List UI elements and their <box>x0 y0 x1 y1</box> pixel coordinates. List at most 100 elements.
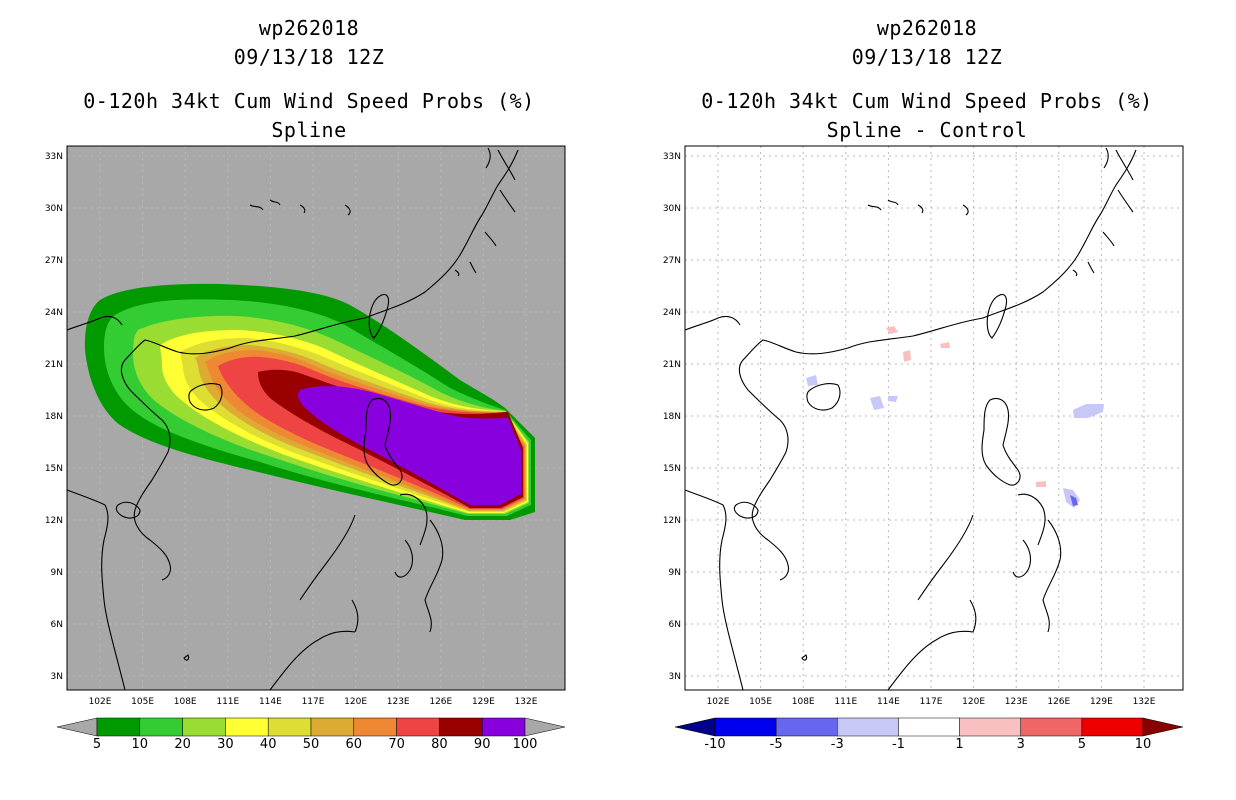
coast-china-vietnam <box>738 149 1137 581</box>
colorbar-label: -5 <box>770 737 783 752</box>
colorbar-cell <box>396 717 440 737</box>
coast-palawan <box>299 514 356 601</box>
colorbar-under-arrow <box>674 717 716 737</box>
coastlines <box>684 147 1137 691</box>
coast-small-islands <box>183 199 460 661</box>
coast-west-landmass <box>684 315 744 691</box>
colorbar: 5 10 20 30 40 50 60 70 80 90 100 <box>56 717 566 752</box>
coast-borneo <box>269 599 359 691</box>
coast-hainan <box>806 383 841 411</box>
map-gridlines <box>685 146 1183 690</box>
probability-map: 33N 30N 27N 24N 21N 18N 15N 12N 9N 6N 3N… <box>45 145 566 752</box>
coast-west-landmass <box>66 315 126 691</box>
lat-label: 9N <box>669 568 681 578</box>
lon-label: 114E <box>259 697 282 707</box>
colorbar-cell <box>837 717 899 737</box>
lat-label: 27N <box>663 256 681 266</box>
lat-label: 6N <box>669 620 681 630</box>
colorbar-cell <box>775 717 838 737</box>
lat-label: 24N <box>45 308 63 318</box>
lat-label: 15N <box>45 464 63 474</box>
lon-label: 123E <box>387 697 410 707</box>
coast-borneo <box>887 599 977 691</box>
colorbar-label: 40 <box>260 737 277 752</box>
patch-negative-small <box>806 375 818 386</box>
colorbar-label: -10 <box>704 737 725 752</box>
coastlines <box>66 147 519 691</box>
colorbar-label: 5 <box>93 737 101 752</box>
lon-label: 129E <box>472 697 495 707</box>
colorbar-label: 10 <box>132 737 149 752</box>
colorbar-cell <box>139 717 183 737</box>
lon-label: 108E <box>792 697 815 707</box>
lon-label: 108E <box>174 697 197 707</box>
map-background <box>685 146 1183 690</box>
method-title: Spline <box>271 118 347 142</box>
colorbar: -10 -5 -3 -1 1 3 5 10 <box>674 717 1184 752</box>
storm-id-title: wp262018 <box>258 16 360 40</box>
lon-label: 114E <box>877 697 900 707</box>
lon-label: 123E <box>1005 697 1028 707</box>
colorbar-cell <box>96 717 141 737</box>
lon-label: 102E <box>89 697 112 707</box>
lon-label: 132E <box>1133 697 1156 707</box>
colorbar-label: 1 <box>955 737 963 752</box>
lon-label: 117E <box>302 697 325 707</box>
coast-korea <box>485 147 491 169</box>
colorbar-label: 100 <box>513 737 538 752</box>
lat-label: 6N <box>51 620 63 630</box>
colorbar-label: 50 <box>303 737 320 752</box>
coast-taiwan <box>986 293 1008 339</box>
patch-negative-small <box>888 396 898 402</box>
patch-negative-strong <box>1070 495 1078 506</box>
patch-negative-small <box>1073 404 1104 418</box>
probability-swath <box>84 283 536 520</box>
datetime-title: 09/13/18 12Z <box>233 45 385 69</box>
patch-negative-small <box>870 396 884 410</box>
colorbar-cell <box>182 717 226 737</box>
coast-japan-islands <box>1087 149 1134 274</box>
colorbar-label: 90 <box>474 737 491 752</box>
product-title: 0-120h 34kt Cum Wind Speed Probs (%) <box>83 89 535 113</box>
lat-label: 33N <box>663 152 681 162</box>
lat-label: 30N <box>45 204 63 214</box>
lat-label: 3N <box>669 672 681 682</box>
lat-label: 27N <box>45 256 63 266</box>
colorbar-label: 70 <box>388 737 405 752</box>
colorbar-cell <box>439 717 483 737</box>
longitude-labels: 102E 105E 108E 111E 114E 117E 120E 123E … <box>707 697 1156 707</box>
coast-hainan <box>188 383 223 411</box>
colorbar-label: 80 <box>431 737 448 752</box>
colorbar-label: 20 <box>174 737 191 752</box>
difference-map: 33N 30N 27N 24N 21N 18N 15N 12N 9N 6N 3N… <box>663 145 1184 752</box>
colorbar-label: 3 <box>1017 737 1025 752</box>
coast-luzon <box>363 397 403 486</box>
patch-positive-small <box>903 350 911 362</box>
colorbar-cell <box>353 717 397 737</box>
lat-label: 21N <box>45 360 63 370</box>
map-frame <box>684 145 1184 691</box>
colorbar-label: 5 <box>1078 737 1086 752</box>
lon-label: 102E <box>707 697 730 707</box>
lat-label: 12N <box>663 516 681 526</box>
lat-label: 21N <box>663 360 681 370</box>
patch-positive-small <box>1036 481 1046 487</box>
coast-korea <box>1103 147 1109 169</box>
coast-china-vietnam <box>120 149 519 581</box>
colorbar-cell <box>225 717 269 737</box>
lon-label: 111E <box>834 697 857 707</box>
coast-palawan <box>917 514 974 601</box>
longitude-labels: 102E 105E 108E 111E 114E 117E 120E 123E … <box>89 697 538 707</box>
lat-label: 24N <box>663 308 681 318</box>
lon-label: 126E <box>429 697 452 707</box>
lon-label: 120E <box>344 697 367 707</box>
colorbar-over-arrow <box>524 717 566 737</box>
difference-panel: wp262018 09/13/18 12Z 0-120h 34kt Cum Wi… <box>618 0 1236 800</box>
colorbar-label: 30 <box>217 737 234 752</box>
colorbar-cell <box>1081 717 1144 737</box>
lat-label: 30N <box>663 204 681 214</box>
colorbar-label: 60 <box>346 737 363 752</box>
lat-label: 9N <box>51 568 63 578</box>
colorbar-cell <box>481 717 526 737</box>
colorbar-cell <box>898 717 960 737</box>
